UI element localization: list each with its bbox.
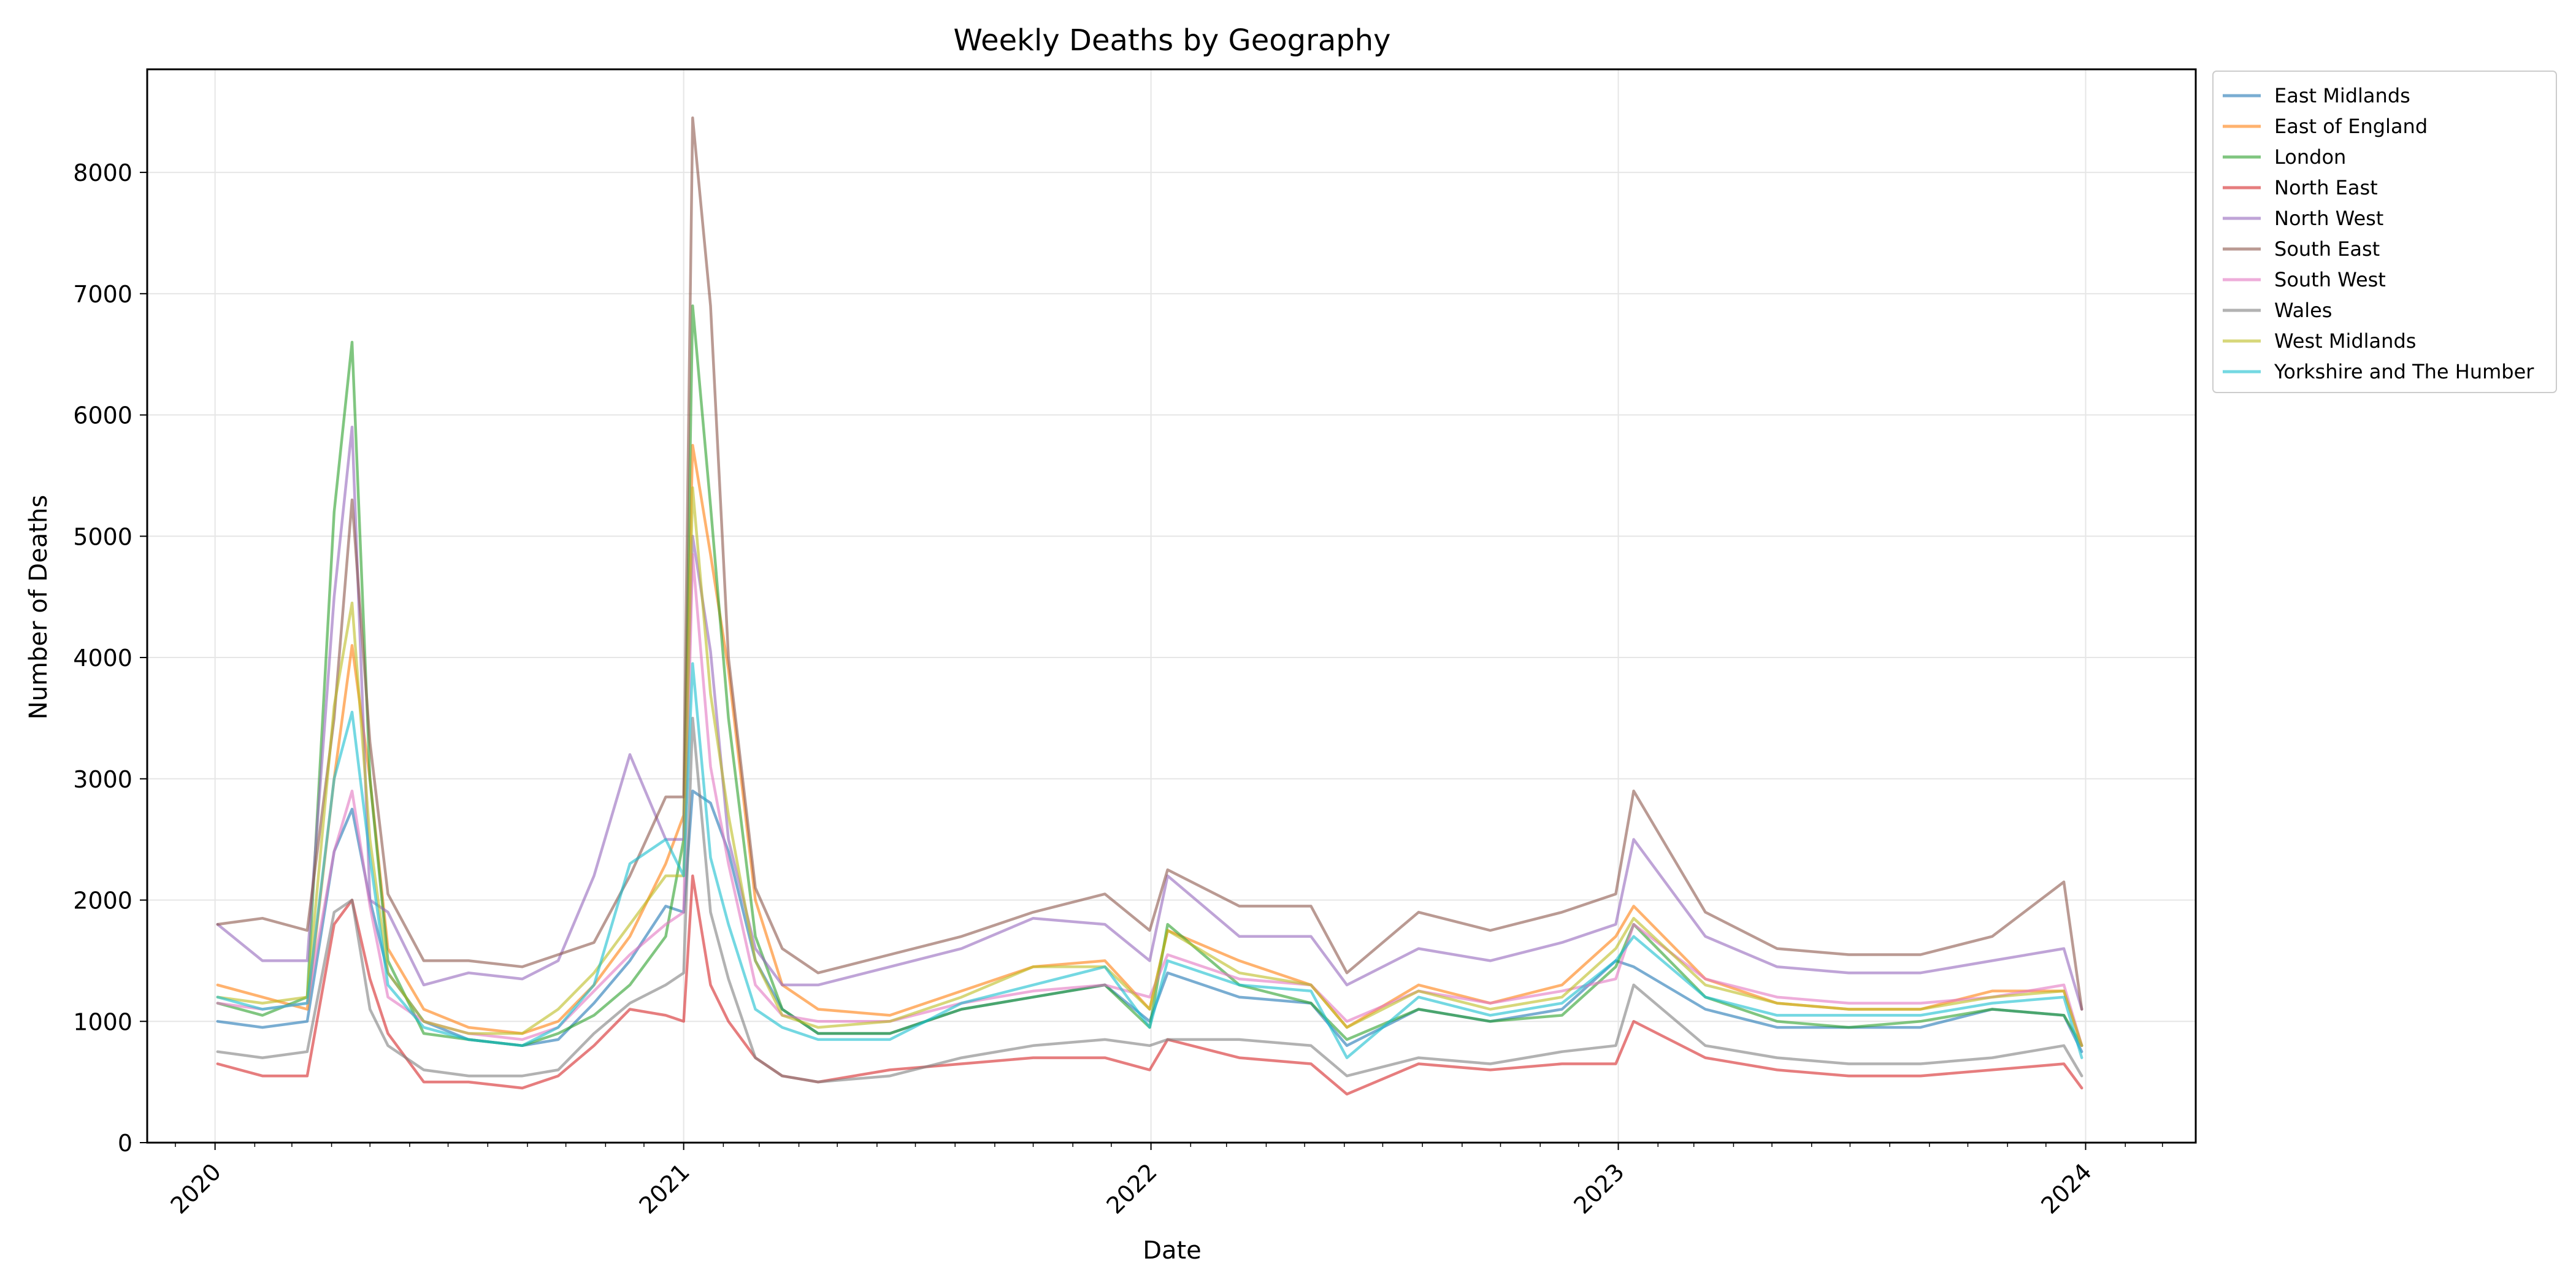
y-tick-label: 7000 xyxy=(73,281,132,308)
y-tick-label: 6000 xyxy=(73,402,132,429)
x-axis-label: Date xyxy=(1143,1236,1202,1265)
y-axis-label: Number of Deaths xyxy=(25,495,53,719)
series-line-wales xyxy=(216,716,2083,1084)
series-layer xyxy=(216,116,2083,1096)
legend-label: South East xyxy=(2274,237,2380,261)
y-tick-label: 1000 xyxy=(73,1008,132,1035)
legend-label: West Midlands xyxy=(2274,329,2416,353)
y-tick-label: 3000 xyxy=(73,766,132,793)
chart-title: Weekly Deaths by Geography xyxy=(953,23,1390,58)
y-tick-label: 0 xyxy=(118,1130,132,1157)
y-tick-label: 8000 xyxy=(73,159,132,186)
series-line-north-west xyxy=(216,426,2083,1011)
series-line-west-midlands xyxy=(216,486,2083,1048)
y-tick-label: 4000 xyxy=(73,645,132,672)
legend: East Midlands East of England London North … xyxy=(2212,71,2557,393)
legend-label: South West xyxy=(2274,268,2386,291)
series-line-north-east xyxy=(216,874,2083,1096)
y-tick-label: 2000 xyxy=(73,887,132,914)
series-line-south-east xyxy=(216,116,2083,1011)
legend-label: London xyxy=(2274,145,2346,169)
series-line-east-of-england xyxy=(216,443,2083,1048)
series-line-south-west xyxy=(216,553,2083,1048)
legend-label: Wales xyxy=(2274,299,2332,322)
plot-frame xyxy=(146,68,2197,1144)
legend-label: North East xyxy=(2274,176,2378,199)
legend-label: East of England xyxy=(2274,115,2428,138)
y-tick-label: 5000 xyxy=(73,523,132,550)
legend-label: North West xyxy=(2274,207,2383,230)
legend-label: East Midlands xyxy=(2274,84,2410,107)
series-line-yorkshire-and-the-humber xyxy=(216,662,2083,1059)
legend-label: Yorkshire and The Humber xyxy=(2274,360,2534,383)
legend-box xyxy=(2212,71,2557,393)
